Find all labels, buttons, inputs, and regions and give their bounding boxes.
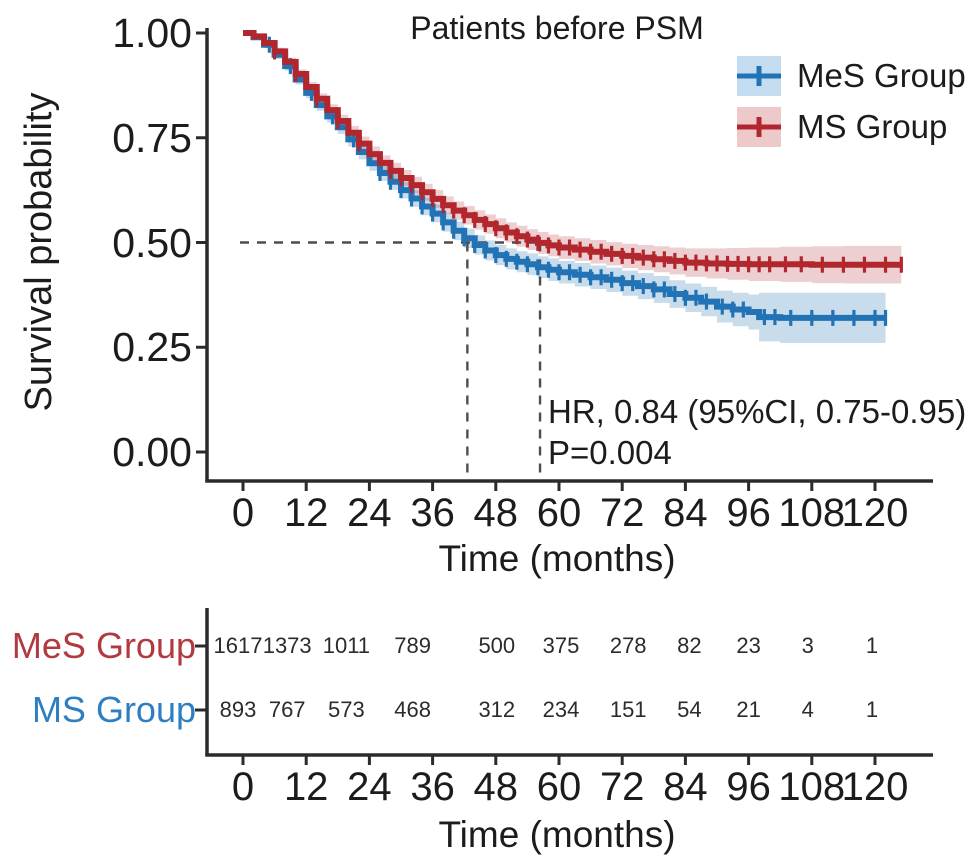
- risk-table-x-tick-label: 84: [663, 765, 708, 809]
- x-axis-title: Time (months): [438, 538, 676, 579]
- risk-table-x-tick-label: 48: [473, 765, 519, 809]
- ms-group-ci-band: [243, 33, 902, 284]
- risk-count: 1: [865, 697, 879, 722]
- risk-count: 278: [609, 633, 647, 658]
- risk-count: 4: [801, 697, 814, 722]
- mes-group-ci-band: [243, 33, 886, 344]
- y-tick-label: 1.00: [112, 10, 192, 56]
- risk-table-x-tick-label: 12: [283, 765, 329, 809]
- risk-table-x-axis-title: Time (months): [438, 814, 676, 855]
- risk-count: 151: [609, 697, 647, 722]
- x-tick-label: 60: [536, 491, 582, 535]
- x-tick-label: 96: [726, 491, 771, 535]
- risk-row-label-ms-group: MS Group: [31, 689, 196, 730]
- risk-table-x-tick-label: 108: [778, 765, 846, 809]
- risk-table-x-tick-label: 72: [599, 765, 645, 809]
- x-tick-label: 0: [231, 491, 255, 535]
- risk-table-x-tick-label: 96: [726, 765, 771, 809]
- x-tick-label: 36: [410, 491, 455, 535]
- legend-key-icon: [737, 107, 781, 147]
- risk-count: 500: [478, 633, 516, 658]
- x-tick-label: 108: [778, 491, 846, 535]
- risk-table-x-tick-label: 60: [536, 765, 582, 809]
- risk-count: 234: [542, 697, 580, 722]
- risk-count: 573: [328, 697, 365, 722]
- risk-count: 375: [542, 633, 580, 658]
- risk-count: 1011: [322, 633, 371, 658]
- risk-table-x-tick-label: 36: [410, 765, 455, 809]
- risk-count: 82: [677, 633, 702, 658]
- x-tick-label: 84: [663, 491, 708, 535]
- risk-table-x-tick-label: 24: [347, 765, 392, 809]
- hr-annotation-line1: HR, 0.84 (95%CI, 0.75-0.95): [548, 393, 967, 430]
- x-tick-label: 72: [599, 491, 645, 535]
- y-tick-label: 0.00: [112, 429, 192, 475]
- risk-count: 312: [478, 697, 516, 722]
- risk-table-x-tick-label: 120: [841, 765, 909, 809]
- risk-count: 3: [801, 633, 814, 658]
- y-tick-label: 0.75: [112, 114, 192, 161]
- risk-count: 789: [394, 633, 431, 658]
- y-tick-label: 0.25: [112, 324, 192, 371]
- risk-count: 23: [736, 633, 761, 658]
- legend-label: MeS Group: [797, 57, 966, 94]
- plot-title: Patients before PSM: [410, 10, 704, 46]
- y-tick-label: 0.50: [112, 219, 192, 266]
- legend-item-ms-group: MS Group: [737, 106, 947, 148]
- x-tick-label: 24: [347, 491, 392, 535]
- risk-row-label-mes-group: MeS Group: [11, 625, 196, 666]
- hr-annotation-line2: P=0.004: [548, 434, 672, 471]
- risk-count: 468: [394, 697, 431, 722]
- x-tick-label: 120: [841, 491, 909, 535]
- hr-annotation: HR, 0.84 (95%CI, 0.75-0.95) P=0.004: [548, 391, 966, 473]
- risk-count: 893: [219, 697, 257, 722]
- risk-count: 1617: [213, 633, 263, 658]
- risk-count: 767: [268, 697, 306, 722]
- legend-key-icon: [737, 56, 781, 96]
- x-tick-label: 12: [283, 491, 329, 535]
- risk-count: 54: [677, 697, 702, 722]
- legend-label: MS Group: [797, 108, 948, 145]
- x-tick-label: 48: [473, 491, 519, 535]
- risk-table-x-tick-label: 0: [231, 765, 255, 809]
- risk-count: 1: [865, 633, 879, 658]
- legend-item-mes-group: MeS Group: [737, 55, 966, 97]
- risk-count: 21: [736, 697, 761, 722]
- risk-count: 1373: [262, 633, 312, 658]
